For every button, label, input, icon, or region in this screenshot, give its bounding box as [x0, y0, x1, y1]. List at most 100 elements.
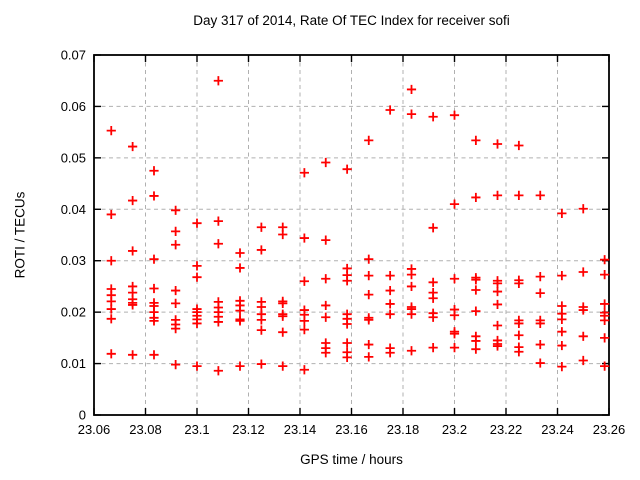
- data-point: [406, 346, 417, 356]
- data-point: [492, 320, 503, 331]
- data-point: [600, 270, 610, 280]
- data-point: [364, 254, 374, 264]
- data-point: [299, 365, 309, 375]
- data-point: [106, 349, 116, 359]
- data-point: [235, 306, 245, 316]
- data-point: [406, 270, 417, 280]
- data-point: [299, 325, 309, 335]
- data-point: [535, 339, 545, 350]
- data-point: [428, 312, 438, 322]
- data-point: [385, 348, 395, 358]
- data-point: [578, 331, 588, 341]
- x-tick-label: 23.16: [335, 422, 368, 437]
- data-point: [600, 255, 610, 265]
- data-point: [256, 315, 266, 325]
- data-point: [256, 245, 266, 255]
- data-point: [578, 355, 588, 366]
- data-point: [364, 271, 374, 281]
- data-point: [171, 226, 181, 236]
- data-point: [492, 139, 503, 149]
- y-tick-label: 0.01: [61, 356, 86, 371]
- data-point: [364, 315, 374, 325]
- data-point: [385, 299, 395, 309]
- data-point: [192, 272, 202, 282]
- data-point: [128, 141, 138, 152]
- data-point: [449, 110, 460, 120]
- y-tick-label: 0.02: [61, 305, 86, 320]
- data-point: [321, 235, 331, 245]
- data-point: [557, 314, 567, 324]
- data-point: [471, 135, 481, 145]
- data-point: [428, 343, 438, 353]
- data-point: [406, 309, 417, 319]
- data-point: [235, 263, 245, 273]
- data-point: [364, 352, 374, 362]
- data-point: [428, 112, 438, 122]
- data-point: [600, 333, 610, 343]
- data-point: [171, 205, 181, 215]
- data-point: [128, 246, 138, 256]
- data-point: [514, 347, 524, 357]
- data-point: [171, 298, 181, 308]
- x-tick-label: 23.22: [490, 422, 523, 437]
- data-point: [385, 105, 395, 115]
- data-point: [321, 157, 331, 168]
- data-point: [578, 305, 588, 315]
- data-point: [256, 359, 266, 369]
- data-point: [256, 222, 266, 232]
- data-point: [471, 306, 481, 316]
- data-point: [235, 361, 245, 371]
- data-point: [149, 254, 159, 264]
- data-point: [278, 229, 288, 240]
- data-point: [213, 239, 223, 249]
- data-point: [128, 195, 138, 206]
- data-point: [514, 330, 524, 340]
- data-point: [106, 209, 116, 220]
- y-tick-label: 0.07: [61, 48, 86, 63]
- data-point: [535, 358, 545, 368]
- x-tick-label: 23.26: [593, 422, 626, 437]
- y-tick-label: 0.04: [61, 202, 86, 217]
- data-point: [342, 352, 352, 362]
- data-point: [235, 316, 245, 326]
- data-point: [514, 318, 524, 329]
- data-point: [385, 271, 395, 281]
- data-point: [406, 281, 417, 292]
- data-point: [235, 248, 245, 258]
- data-point: [600, 299, 610, 309]
- x-tick-label: 23.24: [541, 422, 574, 437]
- data-point: [600, 361, 610, 371]
- data-point: [428, 223, 438, 233]
- data-point: [299, 316, 309, 326]
- data-point: [492, 299, 503, 310]
- data-point: [171, 324, 181, 334]
- data-point: [149, 350, 159, 360]
- x-tick-label: 23.18: [387, 422, 420, 437]
- data-point: [557, 208, 567, 218]
- chart-title: Day 317 of 2014, Rate Of TEC Index for r…: [193, 13, 510, 28]
- data-point: [106, 256, 116, 266]
- data-point: [128, 300, 138, 310]
- data-point: [149, 316, 159, 326]
- data-point: [471, 336, 481, 346]
- data-point: [106, 304, 116, 314]
- data-point: [428, 293, 438, 303]
- data-point: [514, 278, 524, 288]
- data-point: [192, 261, 202, 271]
- data-point: [213, 76, 223, 86]
- data-point: [278, 298, 288, 308]
- data-point: [535, 318, 545, 329]
- data-point: [578, 267, 588, 277]
- data-point: [535, 190, 545, 200]
- data-point: [449, 343, 460, 353]
- y-tick-label: 0.03: [61, 253, 86, 268]
- data-point: [106, 296, 116, 306]
- data-point: [471, 275, 481, 285]
- x-tick-label: 23.12: [232, 422, 265, 437]
- data-point: [171, 285, 181, 296]
- data-point: [535, 272, 545, 282]
- x-tick-label: 23.2: [442, 422, 467, 437]
- data-point: [364, 135, 374, 145]
